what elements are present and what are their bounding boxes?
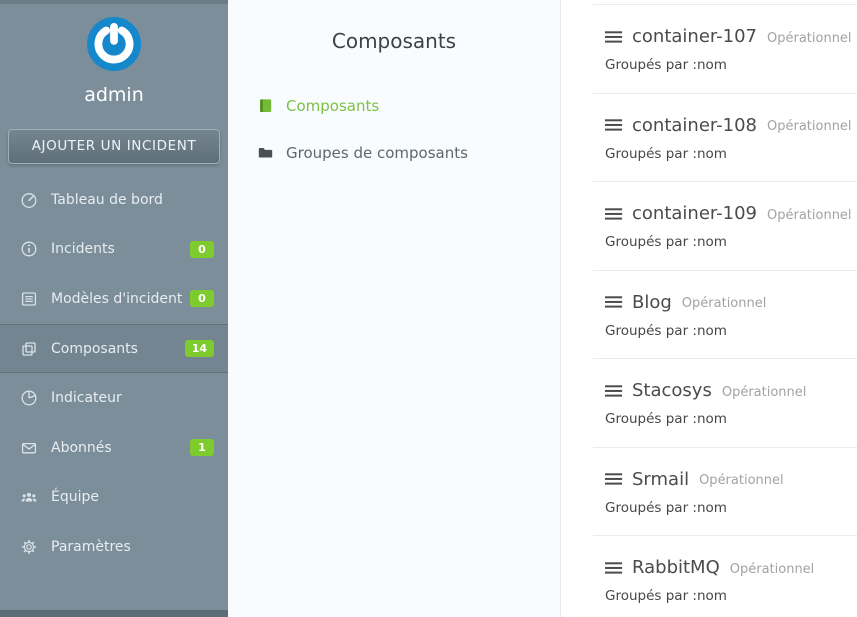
component-row: container-108 Opérationnel Groupés par :… [593, 92, 857, 182]
component-name-link[interactable]: container-109 [632, 203, 757, 224]
subnav-item-label: Groupes de composants [286, 143, 468, 162]
components-list-panel: container-107 Opérationnel Groupés par :… [561, 0, 857, 617]
component-status: Opérationnel [767, 119, 852, 134]
drag-icon[interactable] [605, 561, 624, 575]
count-badge: 14 [184, 340, 214, 358]
component-grouped-by: Groupés par :nom [605, 411, 727, 427]
components-icon [20, 340, 38, 358]
sidebar-item-team[interactable]: Équipe [0, 473, 228, 523]
component-row: container-107 Opérationnel Groupés par :… [593, 4, 857, 93]
sidebar-item-label: Incidents [51, 241, 115, 258]
component-row-head: Blog Opérationnel [593, 271, 857, 313]
component-grouped-by: Groupés par :nom [605, 57, 727, 73]
settings-icon [20, 538, 38, 556]
sidebar: admin AJOUTER UN INCIDENT Tableau de bor… [0, 0, 228, 617]
component-grouped-by: Groupés par :nom [605, 588, 727, 604]
drag-icon[interactable] [605, 384, 624, 398]
book-icon [257, 97, 274, 114]
component-status: Opérationnel [681, 296, 767, 311]
component-row-head: Srmail Opérationnel [593, 448, 857, 490]
components-subnav-panel: Composants Composants Groupes de composa… [228, 0, 561, 617]
drag-icon[interactable] [605, 118, 624, 132]
component-name-link[interactable]: container-108 [632, 114, 757, 136]
component-status: Opérationnel [767, 30, 852, 46]
info-icon [20, 240, 38, 258]
drag-icon[interactable] [605, 472, 624, 486]
components-list: container-107 Opérationnel Groupés par :… [593, 4, 857, 617]
team-icon [20, 488, 38, 506]
component-row-head: Stacosys Opérationnel [593, 359, 857, 401]
sidebar-item-label: Composants [51, 340, 138, 357]
username: admin [84, 84, 144, 106]
component-row: Blog Opérationnel Groupés par :nom [593, 269, 857, 359]
sidebar-footer [0, 610, 228, 617]
component-row: container-109 Opérationnel Groupés par :… [593, 181, 857, 270]
sidebar-item-label: Modèles d'incident [51, 290, 183, 307]
subnav-item-label: Composants [286, 96, 380, 115]
sidebar-item-components[interactable]: Composants 14 [0, 323, 228, 374]
subnav-list: Composants Groupes de composants [228, 82, 560, 176]
component-name-link[interactable]: Stacosys [632, 380, 712, 401]
subnav-item-components[interactable]: Composants [228, 82, 560, 129]
component-row-head: RabbitMQ Opérationnel [593, 536, 857, 578]
sidebar-item-label: Indicateur [51, 390, 122, 407]
drag-icon[interactable] [605, 30, 624, 44]
page-title: Composants [331, 29, 457, 53]
component-row-head: container-108 Opérationnel [593, 94, 857, 136]
component-grouped-by: Groupés par :nom [605, 322, 727, 339]
cachet-logo[interactable] [87, 17, 141, 71]
component-name-link[interactable]: Blog [632, 291, 672, 313]
component-status: Opérationnel [767, 207, 852, 223]
sidebar-item-incidents[interactable]: Incidents 0 [0, 225, 228, 275]
component-status: Opérationnel [699, 473, 784, 488]
component-grouped-by: Groupés par :nom [605, 234, 727, 250]
count-badge: 1 [190, 439, 214, 457]
subnav-item-component-groups[interactable]: Groupes de composants [228, 129, 560, 176]
component-row-head: container-109 Opérationnel [593, 182, 857, 224]
dashboard-icon [20, 191, 38, 209]
metrics-icon [20, 389, 38, 407]
sidebar-nav: Tableau de bord Incidents 0 Modèles d'in… [0, 175, 228, 572]
sidebar-top-shade [0, 0, 228, 4]
sidebar-item-metrics[interactable]: Indicateur [0, 373, 228, 423]
count-badge: 0 [190, 240, 214, 258]
component-name-link[interactable]: RabbitMQ [632, 557, 720, 578]
drag-icon[interactable] [605, 295, 624, 309]
sidebar-item-label: Équipe [51, 489, 99, 506]
component-row: Srmail Opérationnel Groupés par :nom [593, 446, 857, 536]
subscribers-icon [20, 439, 38, 457]
drag-icon[interactable] [605, 207, 624, 221]
sidebar-item-label: Paramètres [51, 538, 131, 555]
component-row: RabbitMQ Opérationnel Groupés par :nom [593, 535, 857, 617]
sidebar-item-dashboard[interactable]: Tableau de bord [0, 175, 228, 225]
template-icon [20, 290, 38, 308]
sidebar-item-subscribers[interactable]: Abonnés 1 [0, 423, 228, 473]
sidebar-item-settings[interactable]: Paramètres [0, 522, 228, 572]
component-row: Stacosys Opérationnel Groupés par :nom [593, 358, 857, 447]
power-icon [87, 17, 141, 75]
component-status: Opérationnel [729, 561, 815, 577]
component-grouped-by: Groupés par :nom [605, 499, 727, 516]
component-name-link[interactable]: Srmail [632, 468, 690, 490]
component-grouped-by: Groupés par :nom [605, 145, 727, 162]
count-badge: 0 [190, 290, 214, 308]
folder-icon [257, 144, 274, 161]
component-row-head: container-107 Opérationnel [593, 5, 857, 47]
sidebar-item-label: Tableau de bord [51, 191, 163, 208]
component-status: Opérationnel [721, 384, 807, 400]
sidebar-item-label: Abonnés [51, 439, 112, 456]
sidebar-item-incident-templates[interactable]: Modèles d'incident 0 [0, 274, 228, 324]
component-name-link[interactable]: container-107 [632, 26, 757, 47]
add-incident-button[interactable]: AJOUTER UN INCIDENT [8, 129, 220, 164]
